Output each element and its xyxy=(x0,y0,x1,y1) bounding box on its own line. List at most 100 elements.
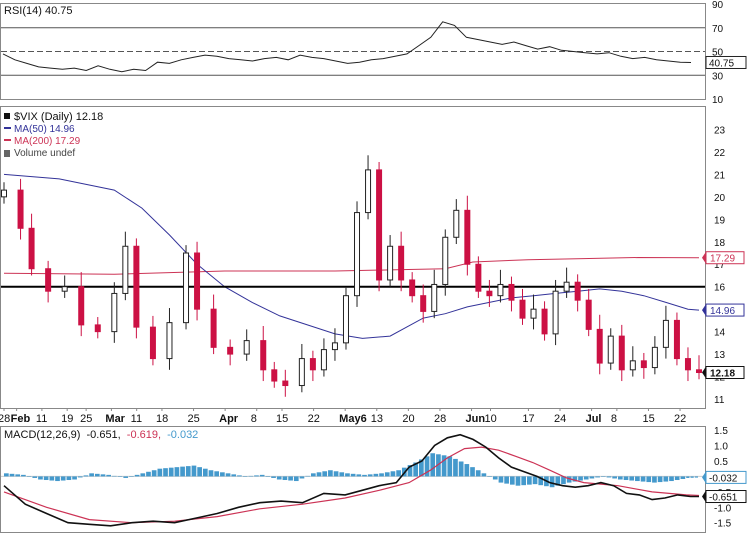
x-tick-label: 28 xyxy=(434,413,446,425)
macd-histogram-bar xyxy=(464,464,470,477)
candle-body xyxy=(149,326,156,360)
macd-histogram-bar xyxy=(583,476,589,480)
macd-histogram-bar xyxy=(515,476,521,486)
macd-histogram-bar xyxy=(561,476,566,485)
candle-body xyxy=(508,283,515,301)
candle-body xyxy=(354,212,361,297)
macd-histogram-bar xyxy=(617,476,623,480)
macd-histogram-bar xyxy=(66,476,72,481)
price-tick-label: 20 xyxy=(714,193,726,204)
candle-body xyxy=(475,263,482,292)
rsi-title: RSI(14) 40.75 xyxy=(4,5,72,17)
candle-body xyxy=(122,245,129,294)
candle-body xyxy=(365,169,372,214)
macd-histogram-bar xyxy=(43,476,49,481)
x-tick-label: 25 xyxy=(80,413,92,425)
macd-tick-label: 1.5 xyxy=(714,426,728,437)
macd-line xyxy=(3,433,699,527)
rsi-last-tag-label: 40.75 xyxy=(709,58,734,69)
macd-histogram-bar xyxy=(674,476,680,481)
candle-body xyxy=(387,245,394,281)
macd-histogram-bar xyxy=(600,476,606,477)
candle-body xyxy=(183,252,190,324)
macd-histogram-bar xyxy=(356,474,362,477)
macd-histogram-bar xyxy=(538,476,544,486)
price-tick-label: 17 xyxy=(714,260,726,271)
candle-body xyxy=(17,189,24,229)
macd-histogram-bar xyxy=(407,465,413,477)
candle-body xyxy=(618,335,625,371)
macd-histogram-bar xyxy=(549,476,555,488)
price-legend-ma50: MA(50) 14.96 xyxy=(14,124,75,135)
macd-histogram-bar xyxy=(447,456,453,477)
candle-body xyxy=(519,299,526,319)
macd-histogram-bar xyxy=(362,474,367,477)
macd-histogram-bar xyxy=(83,475,89,477)
macd-histogram-bar xyxy=(612,476,617,479)
macd-histogram-bar xyxy=(174,467,180,477)
x-tick-label: Jun xyxy=(466,413,486,425)
candle-body xyxy=(607,335,614,364)
price-last-tag-label: 17.29 xyxy=(710,254,735,265)
x-tick-label: Apr xyxy=(219,413,239,425)
macd-histogram-bar xyxy=(208,470,214,477)
macd-histogram-bar xyxy=(640,476,646,482)
macd-tick-label: -1.0 xyxy=(714,503,732,514)
macd-histogram-bar xyxy=(299,476,305,479)
x-tick-label: 17 xyxy=(522,413,534,425)
price-panel: 2322212019181716151413121117.2914.9612.1… xyxy=(1,125,745,406)
candle-body xyxy=(673,319,680,360)
macd-histogram-bar xyxy=(259,474,265,477)
price-last-tag-label: 12.18 xyxy=(710,369,735,380)
macd-histogram-bar xyxy=(237,475,242,477)
x-tick-label: Mar xyxy=(105,413,125,425)
x-tick-label: 20 xyxy=(402,413,414,425)
macd-histogram-bar xyxy=(123,476,129,478)
macd-histogram-bar xyxy=(532,476,538,485)
x-tick-label: 8 xyxy=(611,413,617,425)
rsi-last-tag-box xyxy=(705,55,747,69)
price-legend-ma200: MA(200) 17.29 xyxy=(14,136,81,147)
macd-histogram-bar xyxy=(436,454,441,477)
price-tick-label: 23 xyxy=(714,125,726,136)
macd-last-tag-arrow xyxy=(702,490,706,503)
candle-body xyxy=(420,295,427,312)
rsi-tick-label: 10 xyxy=(712,95,724,106)
candle-body xyxy=(194,252,201,310)
x-tick-label: 19 xyxy=(61,413,73,425)
candle-body xyxy=(629,360,636,371)
x-tick-label: May6 xyxy=(339,413,367,425)
macd-histogram-bar xyxy=(487,476,492,477)
candle-body xyxy=(541,308,548,335)
candle-body xyxy=(497,283,504,297)
price-legend-title: $VIX (Daily) 12.18 xyxy=(14,111,103,123)
rsi-tick-label: 90 xyxy=(712,0,724,11)
macd-histogram-bar xyxy=(38,476,43,480)
macd-histogram-bar xyxy=(72,476,77,480)
candle-body xyxy=(453,209,460,238)
macd-histogram-bar xyxy=(214,471,220,477)
macd-legend-hist: -0.032 xyxy=(167,429,198,441)
candle-body xyxy=(342,295,349,344)
candle-body xyxy=(376,169,383,281)
macd-histogram-bar xyxy=(424,456,430,477)
x-tick-label: Jul xyxy=(586,413,602,425)
candle-body xyxy=(78,286,85,326)
candle-body xyxy=(282,380,289,387)
price-last-tag-arrow xyxy=(702,304,706,317)
macd-histogram-bar xyxy=(168,467,174,477)
candle-body xyxy=(563,281,570,292)
legend-price-swatch xyxy=(4,113,10,119)
macd-histogram-bar xyxy=(413,462,419,477)
macd-histogram-bar xyxy=(328,470,333,477)
macd-histogram-bar xyxy=(60,476,66,481)
macd-histogram-bar xyxy=(94,473,100,477)
price-tick-label: 13 xyxy=(714,350,726,361)
price-tick-label: 11 xyxy=(714,395,725,406)
macd-histogram-bar xyxy=(100,474,106,477)
legend-ma50-swatch xyxy=(4,127,11,129)
macd-histogram-bar xyxy=(271,476,276,478)
macd-histogram-bar xyxy=(680,476,686,479)
macd-histogram-bar xyxy=(492,476,498,480)
